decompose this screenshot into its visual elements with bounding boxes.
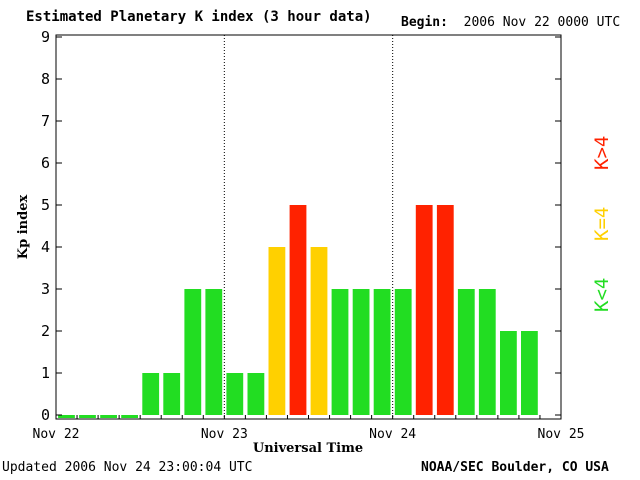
x-tick-label: Nov 23 [201, 427, 248, 442]
y-tick-label: 4 [41, 238, 50, 256]
kp-bar [58, 415, 75, 418]
legend-low: K<4 [591, 277, 613, 312]
y-tick-label: 9 [41, 28, 50, 46]
kp-bar [415, 205, 433, 415]
kp-bar [205, 289, 223, 415]
kp-bar [100, 415, 117, 418]
y-tick-label: 2 [41, 322, 50, 340]
kp-bar [247, 373, 265, 415]
kp-bar [184, 289, 202, 415]
kp-bar [521, 331, 538, 415]
kp-bar [457, 289, 475, 415]
chart-title: Estimated Planetary K index (3 hour data… [26, 9, 372, 25]
kp-bar [436, 205, 454, 415]
legend-high: K>4 [591, 135, 613, 170]
updated-label: Updated [2, 460, 57, 475]
kp-bar [289, 205, 307, 415]
kp-bar [478, 289, 496, 415]
y-tick-label: 0 [41, 406, 50, 424]
begin-label: Begin: [401, 15, 448, 30]
y-axis: 0 1 2 3 4 5 6 7 8 9 [41, 28, 561, 424]
x-axis: Nov 22 Nov 23 Nov 24 Nov 25 [33, 415, 585, 442]
y-tick-label: 6 [41, 154, 50, 172]
y-axis-label: Kp index [16, 195, 31, 260]
x-tick-label: Nov 25 [538, 427, 585, 442]
begin-value: 2006 Nov 22 0000 UTC [463, 15, 621, 30]
y-tick-label: 5 [41, 196, 50, 214]
legend-equal: K=4 [591, 206, 613, 241]
kp-bar [163, 373, 181, 415]
kp-bar [373, 289, 391, 415]
x-tick-label: Nov 22 [33, 427, 80, 442]
updated-timestamp: Updated 2006 Nov 24 23:00:04 UTC [2, 460, 252, 475]
y-tick-label: 3 [41, 280, 50, 298]
y-tick-label: 1 [41, 364, 50, 382]
kp-bar [142, 373, 160, 415]
updated-value: 2006 Nov 24 23:00:04 UTC [64, 460, 253, 475]
x-axis-label: Universal Time [253, 441, 363, 456]
kp-bar [121, 415, 138, 418]
credit-text: NOAA/SEC Boulder, CO USA [421, 460, 609, 475]
x-tick-label: Nov 24 [369, 427, 416, 442]
day-dividers [223, 35, 394, 419]
y-tick-label: 7 [41, 112, 50, 130]
kp-bar [79, 415, 96, 418]
kp-bar [500, 331, 517, 415]
y-tick-label: 8 [41, 70, 50, 88]
kp-bar [352, 289, 370, 415]
kp-bar [226, 373, 244, 415]
kp-bar [310, 247, 328, 415]
begin-timestamp: Begin: 2006 Nov 22 0000 UTC [401, 15, 620, 30]
bars-group [58, 205, 538, 418]
kp-bar [394, 289, 412, 415]
kp-bar [268, 247, 286, 415]
kp-bar [331, 289, 349, 415]
